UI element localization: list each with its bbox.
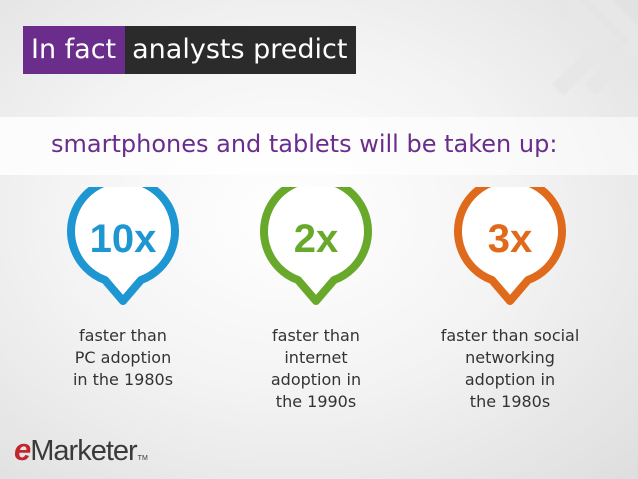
title-bar: In fact analysts predict: [23, 26, 357, 74]
description-line: PC adoption: [74, 348, 172, 367]
emarketer-logo: e Marketer TM: [14, 432, 148, 468]
title-text: analysts predict: [125, 26, 357, 74]
subtitle: smartphones and tablets will be taken up…: [51, 130, 558, 158]
title-highlight: In fact: [23, 26, 126, 74]
stat-description-pc: faster than PC adoption in the 1980s: [50, 325, 196, 391]
description-line: faster than: [79, 326, 167, 345]
description-line: in the 1980s: [72, 370, 174, 389]
double-chevron-right-icon: [552, 0, 638, 96]
logo-trademark: TM: [137, 455, 148, 462]
stat-value-internet: 2x: [293, 217, 339, 261]
pin-marker-icon: [67, 187, 179, 305]
description-line: adoption in: [270, 370, 362, 389]
description-line: adoption in: [464, 370, 556, 389]
description-line: the 1990s: [275, 392, 357, 411]
description-line: networking: [465, 348, 555, 367]
pin-marker-icon: [454, 187, 566, 305]
pin-marker-icon: [260, 187, 372, 305]
stat-description-social: faster than social networking adoption i…: [416, 325, 604, 413]
stat-value-pc: 10x: [89, 217, 157, 261]
description-line: faster than: [272, 326, 360, 345]
description-line: internet: [284, 348, 348, 367]
description-line: the 1980s: [469, 392, 551, 411]
description-line: faster than social: [440, 326, 580, 345]
subtitle-band: [0, 117, 638, 175]
logo-accent: e: [14, 432, 31, 467]
stat-value-social: 3x: [487, 217, 533, 261]
logo-text: Marketer: [30, 435, 137, 467]
stat-description-internet: faster than internet adoption in the 199…: [241, 325, 391, 413]
